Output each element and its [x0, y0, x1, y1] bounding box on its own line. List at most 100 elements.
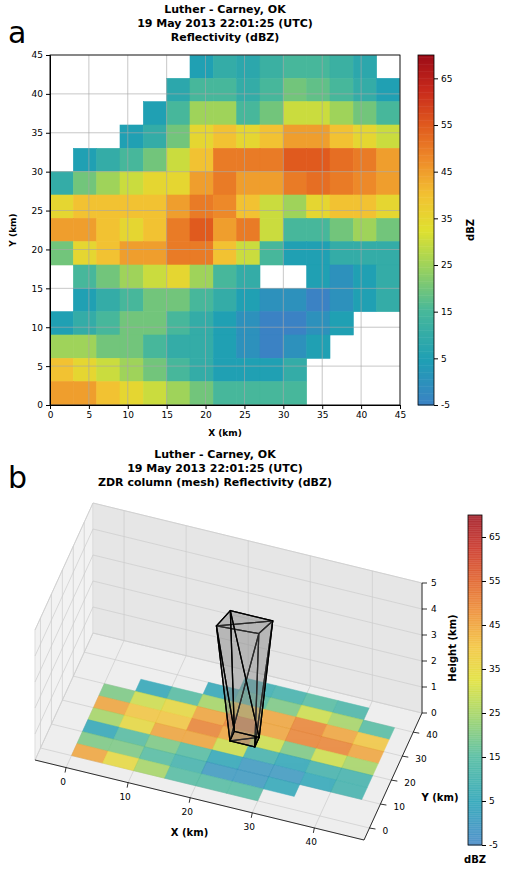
heatmap-cell [353, 125, 376, 148]
heatmap-cell [237, 55, 260, 78]
colorbar-tick-label: 55 [489, 576, 500, 586]
heatmap-cell [190, 102, 213, 125]
colorbar-tick-mark [482, 757, 486, 758]
heatmap-cell [143, 172, 166, 195]
x-tick-label: 0 [60, 777, 66, 787]
colorbar-tick-label: 45 [441, 167, 452, 177]
heatmap-cell [213, 195, 236, 218]
heatmap-cell [237, 195, 260, 218]
heatmap-cell [143, 312, 166, 335]
heatmap-cell [190, 218, 213, 241]
heatmap-cell [283, 55, 306, 78]
heatmap-cell [260, 288, 283, 311]
heatmap-cell [73, 312, 96, 335]
y-tick-label: 30 [415, 754, 427, 764]
colorbar-tick-label: 45 [489, 620, 500, 630]
floor-cell [331, 780, 368, 800]
heatmap-cell [120, 312, 143, 335]
heatmap-cell [353, 288, 376, 311]
colorbar-tick: 65 [434, 74, 452, 84]
x-tick-mark [322, 405, 323, 409]
z-tick-label: 2 [431, 656, 437, 666]
heatmap-cell [260, 195, 283, 218]
y-tick: 40 [32, 89, 50, 99]
grid-line-y [73, 546, 74, 676]
heatmap-cell [283, 335, 306, 358]
x-tick: 40 [356, 405, 368, 420]
colorbar-tick-label: 55 [441, 120, 452, 130]
heatmap-cell [213, 358, 236, 381]
title-line: Reflectivity (dBZ) [171, 31, 280, 44]
heatmap-cell [237, 382, 260, 405]
heatmap-cell [283, 195, 306, 218]
grid-line-x [244, 55, 245, 405]
colorbar: -55152535455565 [418, 55, 452, 410]
z-tick-label: 5 [431, 578, 437, 588]
heatmap-cell [97, 312, 120, 335]
z-tick-mark [422, 713, 427, 714]
grid-line-y [51, 594, 52, 724]
floor-cell [165, 766, 202, 786]
heatmap-cell [167, 195, 190, 218]
heatmap-cell [330, 195, 353, 218]
grid-line-x [127, 55, 128, 405]
y-tick-label: 10 [32, 323, 44, 333]
title-line: ZDR column (mesh) Reflectivity (dBZ) [98, 476, 332, 489]
panel-letter: a [8, 15, 26, 50]
colorbar-tick-label: 65 [441, 74, 452, 84]
heatmap-cell [237, 172, 260, 195]
heatmap-cell [213, 265, 236, 288]
colorbar-tick: -5 [434, 400, 450, 410]
heatmap-cell [377, 218, 400, 241]
y-tick-mark [46, 405, 50, 406]
heatmap-cell [167, 265, 190, 288]
heatmap-cell [190, 148, 213, 171]
heatmap-cell [213, 218, 236, 241]
heatmap-cell [307, 195, 330, 218]
grid-line-x [372, 571, 373, 701]
heatmap-cell [213, 335, 236, 358]
heatmap-cell [353, 265, 376, 288]
colorbar-tick: 55 [434, 120, 452, 130]
x-tick-label: 20 [200, 410, 212, 420]
heatmap-cell [50, 382, 73, 405]
y-tick-mark [369, 828, 375, 829]
heatmap-cell [190, 265, 213, 288]
y-tick-label: 40 [32, 89, 44, 99]
x-axis-line [35, 760, 364, 840]
heatmap-cell [167, 288, 190, 311]
heatmap-cell [237, 335, 260, 358]
colorbar-tick: 55 [482, 576, 500, 586]
heatmap-cell [190, 288, 213, 311]
mesh-face [230, 611, 272, 738]
colorbar-tick: 65 [482, 532, 500, 542]
heatmap-cell [73, 335, 96, 358]
heatmap-cell [213, 148, 236, 171]
floor-cell [227, 781, 264, 801]
y-tick-label: 20 [32, 245, 44, 255]
colorbar-tick: 25 [434, 260, 452, 270]
heatmap-cell [353, 55, 376, 78]
heatmap-cell [213, 125, 236, 148]
y-tick-mark [402, 756, 408, 757]
heatmap-cell [353, 218, 376, 241]
z-axis-title: Height (km) [447, 614, 458, 681]
heatmap-cell [73, 148, 96, 171]
mesh-face [216, 611, 234, 732]
heatmap-cell [213, 78, 236, 101]
heatmap-cell [260, 78, 283, 101]
heatmap-cell [260, 382, 283, 405]
x-tick-mark [244, 405, 245, 409]
heatmap-cell [307, 288, 330, 311]
heatmap-cell [237, 125, 260, 148]
heatmap-cell [353, 78, 376, 101]
heatmap-cell [307, 312, 330, 335]
heatmap-cell [237, 218, 260, 241]
heatmap-cell [283, 78, 306, 101]
x-axis-title: X (km) [208, 428, 242, 438]
panel-letter: b [8, 460, 27, 495]
heatmap-cell [167, 382, 190, 405]
title-line: Luther - Carney, OK [154, 448, 276, 461]
heatmap-cell [213, 288, 236, 311]
heatmap-cell [97, 335, 120, 358]
